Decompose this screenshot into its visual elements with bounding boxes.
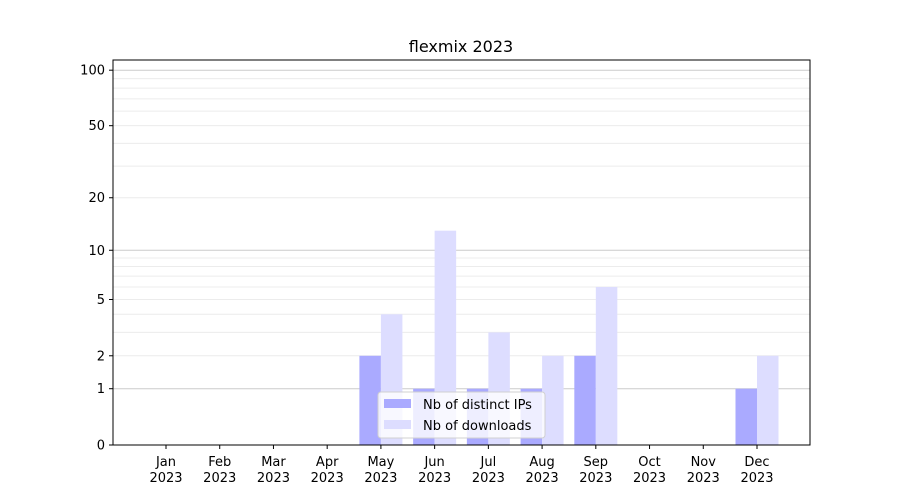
bar-downloads [542,355,564,445]
x-tick-label: 2023 [472,471,505,486]
x-tick-label: Aug [529,455,554,470]
x-tick-label: Jan [155,455,176,470]
x-tick-label: 2023 [257,471,290,486]
legend: Nb of distinct IPs Nb of downloads [377,391,546,439]
x-tick-label: 2023 [687,471,720,486]
bar-distinct-ips [574,355,596,445]
y-tick-label: 2 [97,349,105,364]
y-tick-label: 50 [88,119,105,134]
x-tick-label: 2023 [579,471,612,486]
y-tick-label: 10 [88,244,105,259]
x-tick-label: Oct [638,455,660,470]
y-tick-label: 100 [80,64,105,79]
x-tick-label: Nov [691,455,717,470]
x-tick-label: Apr [316,455,339,470]
x-tick-label: Sep [584,455,609,470]
x-tick-label: Feb [208,455,231,470]
x-tick-label: Jun [423,455,444,470]
x-tick-label: 2023 [364,471,397,486]
y-tick-label: 1 [97,382,105,397]
x-tick-label: Mar [261,455,286,470]
x-tick-label: 2023 [203,471,236,486]
y-tick-label: 0 [97,439,105,454]
y-tick-label: 20 [88,191,105,206]
x-tick-label: 2023 [633,471,666,486]
bar-distinct-ips [735,388,757,445]
x-tick-label: 2023 [740,471,773,486]
legend-box [377,391,546,439]
x-tick-label: 2023 [418,471,451,486]
x-tick-label: 2023 [149,471,182,486]
x-tick-label: May [367,455,394,470]
x-tick-label: Dec [744,455,769,470]
bar-distinct-ips [359,355,381,445]
bar-downloads [434,230,457,445]
chart-title: flexmix 2023 [409,37,513,56]
legend-label: Nb of distinct IPs [423,398,532,413]
legend-swatch [384,399,411,408]
y-tick-label: 5 [97,293,105,308]
x-tick-label: 2023 [526,471,559,486]
x-tick-label: Jul [480,455,497,470]
plot-frame [112,59,811,446]
legend-label: Nb of downloads [423,419,532,434]
x-tick-label: 2023 [311,471,344,486]
bar-downloads [757,355,779,445]
legend-swatch [384,420,411,429]
bar-downloads [595,286,618,445]
